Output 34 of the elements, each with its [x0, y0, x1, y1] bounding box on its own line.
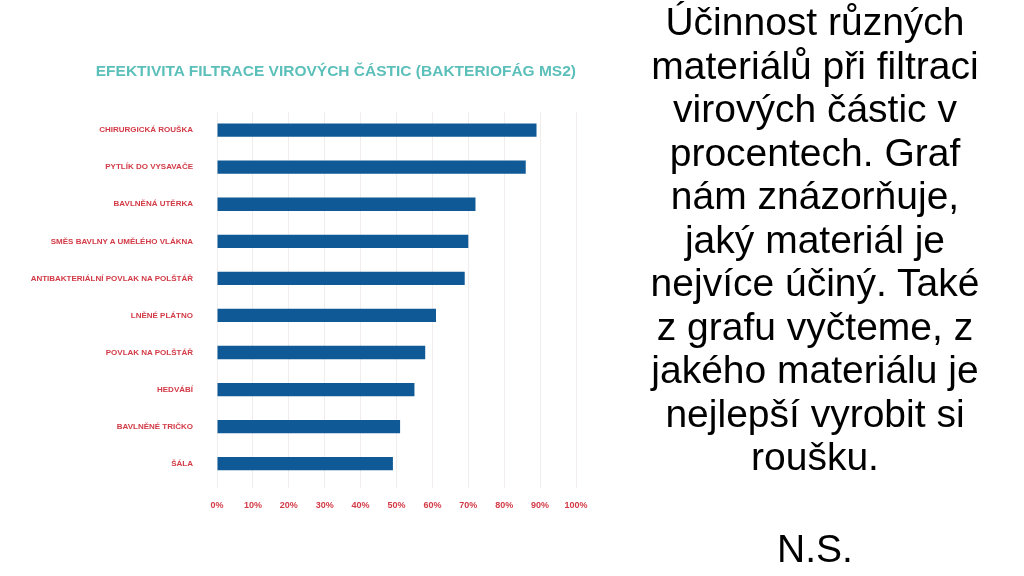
y-tick-label: ŠÁLA: [171, 458, 194, 468]
x-tick-label: 80%: [495, 500, 514, 511]
text: N.S.: [776, 526, 854, 570]
x-tick-label: 40%: [351, 500, 370, 511]
bar: [217, 457, 393, 471]
x-tick-label: 20%: [279, 500, 298, 511]
bar: [217, 345, 426, 360]
x-tick-label: 30%: [315, 500, 334, 511]
bar: [217, 419, 401, 434]
x-tick-label: 50%: [387, 500, 406, 511]
x-tick-label: 0%: [210, 500, 224, 511]
y-tick-label: CHIRURGICKÁ ROUŠKA: [99, 125, 194, 135]
bar: [217, 160, 526, 174]
bar: [217, 123, 537, 137]
x-tick-label: 90%: [531, 500, 550, 511]
x-tick-label: 70%: [459, 500, 478, 511]
x-tick-label: 100%: [564, 500, 588, 511]
text: Účinnost různých materiálů při filtraci virových částic v procentech. Graf nám znázorňuje, jaký materiál je nejvíce účiný. Také z grafu vyčteme, z jakého materiálu je nejlepší vyrobit si roušku.: [650, 0, 980, 478]
y-tick-label: ANTIBAKTERIÁLNÍ POVLAK NA POLŠTÁŘ: [30, 273, 194, 283]
y-tick-label: PYTLÍK DO VYSAVAČE: [105, 162, 194, 172]
bar: [217, 234, 469, 248]
x-tick-label: 10%: [243, 500, 262, 511]
x-tick-label: 60%: [423, 500, 442, 511]
y-tick-label: HEDVÁBÍ: [156, 384, 194, 394]
y-tick-label: BAVLNĚNÁ UTĚRKA: [113, 199, 194, 209]
y-tick-label: LNĚNÉ PLÁTNO: [130, 310, 193, 320]
bar: [217, 308, 436, 323]
bar: [217, 382, 415, 397]
chart-title: EFEKTIVITA FILTRACE VIROVÝCH ČÁSTIC (BAKTERIOFÁG MS2): [95, 61, 576, 79]
bar: [217, 271, 465, 286]
y-tick-label: BAVLNĚNÉ TRIČKO: [116, 421, 193, 431]
y-tick-label: POVLAK NA POLŠTÁŘ: [105, 347, 194, 357]
y-tick-label: SMĚS BAVLNY A UMĚLÉHO VLÁKNA: [50, 236, 194, 246]
bar: [217, 197, 476, 211]
